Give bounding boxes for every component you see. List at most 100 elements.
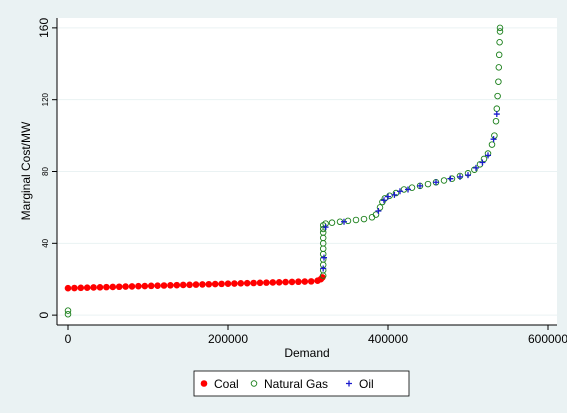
x-tick-label: 0 [65,332,72,346]
point [186,281,193,289]
point [491,132,498,139]
point [282,278,289,286]
point [211,280,219,288]
point [496,24,504,32]
point [64,307,72,314]
point [495,51,503,59]
point [192,281,200,288]
point [492,117,500,125]
point [473,164,479,171]
x-tick-label: 400000 [368,332,408,346]
point [457,173,463,180]
point [218,280,225,288]
y-tick-label: 160 [37,18,51,38]
point [263,279,270,286]
point [424,180,432,188]
point [167,282,174,289]
point [397,188,403,195]
point [147,282,155,290]
legend-marker [200,380,208,387]
point [275,278,283,286]
point [243,279,251,287]
point [321,254,327,261]
point [360,215,368,223]
axes: 0 40 80 120 160 0 200000 400000 600000 [37,18,567,346]
point [344,217,352,225]
point [496,38,503,46]
point [90,284,97,291]
legend-marker [250,380,258,387]
y-tick-label: 0 [37,311,51,318]
legend-box [193,370,410,397]
point [135,282,142,290]
point [237,280,245,287]
point [405,186,411,193]
point [490,136,497,143]
point [465,172,471,179]
grid [57,27,557,316]
point [250,279,257,287]
point [301,278,309,285]
point [64,310,72,318]
point [256,279,264,287]
point [479,159,486,166]
point [224,280,232,288]
y-axis-title: Marginal Cost/MW [19,121,33,220]
point [103,283,110,291]
point [231,280,238,287]
legend-label: Natural Gas [264,377,328,391]
point [122,283,129,290]
y-tick-label: 120 [41,92,50,106]
point [488,141,496,148]
point [328,219,336,226]
point [381,197,387,204]
point [96,283,104,291]
point [417,182,423,189]
point [485,152,491,159]
point [154,282,161,289]
point [173,281,181,289]
point [392,189,400,197]
point [128,283,136,290]
point [71,284,78,292]
y-tick-label: 40 [41,238,50,247]
point [440,177,448,184]
point [141,282,149,290]
point [391,191,398,198]
point [375,207,382,214]
point [372,211,380,218]
point [77,284,85,292]
point [447,175,454,182]
point [341,218,347,225]
point [307,278,315,285]
point [376,204,384,211]
x-tick-label: 600000 [528,332,567,346]
point [408,184,416,191]
point [205,280,213,288]
x-axis-title: Demand [284,346,329,360]
y-tick-label: 80 [41,167,50,176]
marks [64,24,504,318]
point [109,283,117,291]
point [386,192,393,199]
point [352,216,360,224]
legend-label: Coal [214,377,239,391]
point [320,265,327,272]
point [496,28,504,35]
legend: Coal Natural Gas Oil [200,377,374,391]
point [83,284,91,291]
point [179,281,187,289]
point [269,279,277,286]
point [160,282,168,289]
x-tick-label: 200000 [208,332,248,346]
point [319,229,327,236]
point [433,179,439,186]
point [495,64,503,71]
point [322,224,329,231]
point [288,278,296,286]
point [295,278,302,286]
point [471,166,478,173]
point [64,284,72,292]
